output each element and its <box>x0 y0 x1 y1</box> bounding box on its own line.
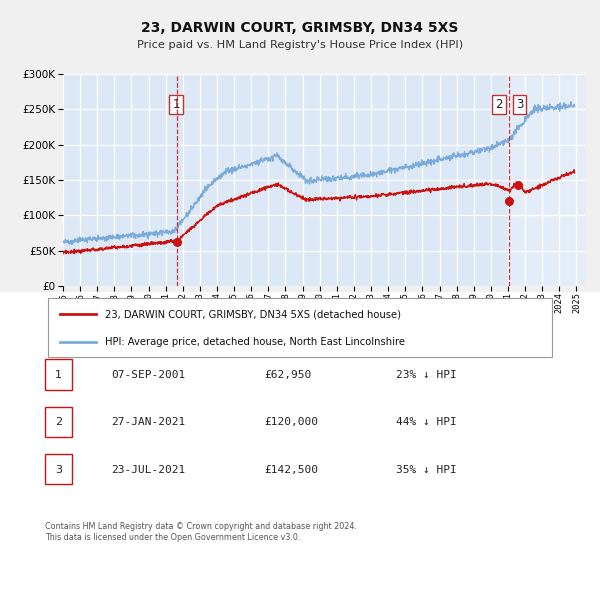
Text: 44% ↓ HPI: 44% ↓ HPI <box>396 418 457 427</box>
Text: 1: 1 <box>55 371 62 380</box>
Text: 23-JUL-2021: 23-JUL-2021 <box>111 465 185 474</box>
Text: 1: 1 <box>172 98 180 111</box>
Text: 07-SEP-2001: 07-SEP-2001 <box>111 371 185 380</box>
Text: 23, DARWIN COURT, GRIMSBY, DN34 5XS (detached house): 23, DARWIN COURT, GRIMSBY, DN34 5XS (det… <box>105 310 401 319</box>
Text: 27-JAN-2021: 27-JAN-2021 <box>111 418 185 427</box>
Text: £120,000: £120,000 <box>264 418 318 427</box>
Text: 23, DARWIN COURT, GRIMSBY, DN34 5XS: 23, DARWIN COURT, GRIMSBY, DN34 5XS <box>142 21 458 35</box>
Text: 2: 2 <box>496 98 503 111</box>
Text: £142,500: £142,500 <box>264 465 318 474</box>
Text: Price paid vs. HM Land Registry's House Price Index (HPI): Price paid vs. HM Land Registry's House … <box>137 40 463 50</box>
Text: 2: 2 <box>55 418 62 427</box>
Text: 3: 3 <box>55 465 62 474</box>
Text: 35% ↓ HPI: 35% ↓ HPI <box>396 465 457 474</box>
Text: Contains HM Land Registry data © Crown copyright and database right 2024.
This d: Contains HM Land Registry data © Crown c… <box>45 522 357 542</box>
Text: 23% ↓ HPI: 23% ↓ HPI <box>396 371 457 380</box>
Text: 3: 3 <box>516 98 523 111</box>
Text: HPI: Average price, detached house, North East Lincolnshire: HPI: Average price, detached house, Nort… <box>105 337 405 347</box>
Text: £62,950: £62,950 <box>264 371 311 380</box>
Bar <box>509 74 600 286</box>
